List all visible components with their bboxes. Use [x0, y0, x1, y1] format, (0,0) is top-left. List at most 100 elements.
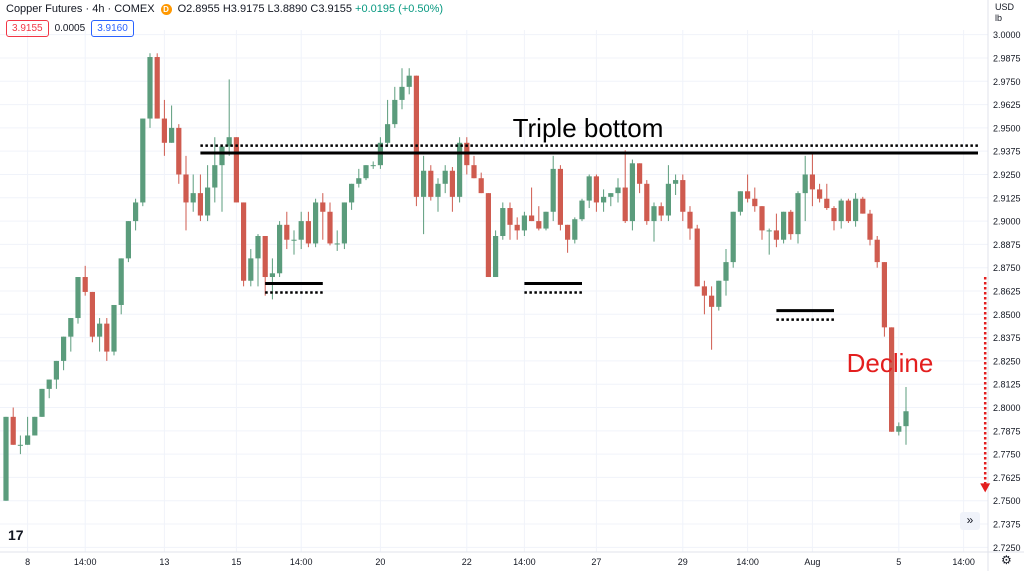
unit-label: lb	[994, 13, 1002, 23]
candle-body	[709, 295, 715, 307]
candle-body	[615, 187, 621, 194]
x-tick-label: 29	[678, 557, 688, 567]
x-tick-label: 14:00	[513, 557, 536, 567]
candle-body	[593, 176, 599, 203]
candle-body	[543, 211, 549, 229]
y-tick-label: 2.9750	[993, 77, 1021, 87]
candle-body	[701, 286, 707, 296]
candle-body	[341, 202, 347, 244]
candle-body	[673, 180, 679, 184]
spread-value: 0.0005	[54, 23, 86, 34]
candle-body	[507, 208, 513, 225]
gear-icon[interactable]: ⚙	[1001, 553, 1012, 567]
candle-body	[781, 211, 787, 240]
candle-body	[399, 86, 405, 100]
candle-body	[752, 198, 758, 207]
candle-body	[82, 277, 88, 292]
candle-body	[658, 206, 664, 216]
y-tick-label: 2.7375	[993, 520, 1021, 530]
candle-body	[284, 224, 290, 240]
candle-body	[737, 191, 743, 212]
ohlc-values: O2.8955 H3.9175 L3.8890 C3.9155 +0.0195 …	[178, 3, 444, 15]
candle-body	[838, 200, 844, 222]
double-chevron-right-icon[interactable]: »	[960, 512, 980, 530]
candle-body	[449, 170, 455, 197]
candle-body	[363, 165, 369, 179]
change-value: +0.0195 (+0.50%)	[355, 3, 444, 15]
y-tick-label: 2.7875	[993, 426, 1021, 436]
candle-body	[500, 208, 506, 237]
candle-body	[795, 193, 801, 235]
candle-body	[298, 221, 304, 240]
y-tick-label: 2.8375	[993, 333, 1021, 343]
candle-body	[97, 323, 103, 337]
y-tick-label: 2.7750	[993, 450, 1021, 460]
candle-body	[421, 170, 427, 197]
candle-body	[406, 75, 412, 87]
candle-body	[867, 213, 873, 240]
close-label: C	[310, 3, 319, 15]
candle-body	[392, 99, 398, 125]
candle-body	[493, 236, 499, 278]
candle-body	[845, 200, 851, 222]
candle-body	[205, 187, 211, 216]
y-tick-label: 2.8250	[993, 356, 1021, 366]
candle-body	[17, 444, 23, 446]
quote-row: 3.9155 0.0005 3.9160	[6, 20, 134, 37]
candle-body	[536, 221, 542, 229]
tradingview-logo: 17	[8, 527, 24, 543]
open-label: O	[177, 3, 187, 15]
y-tick-label: 2.7250	[993, 543, 1021, 553]
candle-body	[161, 118, 167, 143]
high-label: H	[222, 3, 231, 15]
candle-body	[802, 174, 808, 194]
candle-body	[485, 193, 491, 278]
y-tick-label: 2.8875	[993, 240, 1021, 250]
candle-body	[723, 262, 729, 281]
x-tick-label: 20	[375, 557, 385, 567]
candle-body	[61, 336, 67, 361]
candle-body	[860, 198, 866, 214]
candle-body	[39, 388, 45, 417]
low-value: 3.8890	[273, 3, 308, 15]
candle-body	[385, 124, 391, 143]
candle-body	[665, 183, 671, 216]
decline-label: Decline	[847, 348, 934, 378]
candle-body	[759, 206, 765, 231]
candle-body	[831, 208, 837, 222]
y-tick-label: 2.7500	[993, 496, 1021, 506]
decline-arrow-head	[980, 483, 991, 493]
candle-body	[313, 202, 319, 244]
candle-body	[3, 416, 9, 501]
candle-body	[190, 193, 196, 203]
candle-body	[651, 206, 657, 222]
d-badge-icon: D	[160, 3, 172, 15]
candle-body	[579, 200, 585, 220]
candle-body	[881, 262, 887, 328]
candle-body	[896, 426, 902, 432]
candle-body	[637, 163, 643, 184]
candle-body	[255, 236, 261, 259]
candle-body	[903, 411, 909, 427]
low-label: L	[267, 3, 274, 15]
candle-body	[413, 75, 419, 197]
x-tick-label: 22	[462, 557, 472, 567]
candle-body	[197, 193, 203, 216]
symbol-title[interactable]: Copper Futures · 4h · COMEX	[6, 3, 155, 15]
candle-body	[435, 183, 441, 197]
candle-body	[219, 146, 225, 166]
candle-body	[320, 202, 326, 212]
candle-body	[788, 211, 794, 235]
candle-body	[586, 176, 592, 201]
axis-unit-selector[interactable]: USD lb	[995, 2, 1014, 24]
currency-label: USD	[994, 2, 1014, 12]
candle-body	[140, 118, 146, 203]
y-tick-label: 2.8750	[993, 263, 1021, 273]
candle-body	[442, 170, 448, 184]
candle-body	[565, 224, 571, 240]
candle-body	[514, 224, 520, 231]
candle-body	[644, 183, 650, 222]
buy-button[interactable]: 3.9160	[91, 20, 134, 37]
sell-button[interactable]: 3.9155	[6, 20, 49, 37]
